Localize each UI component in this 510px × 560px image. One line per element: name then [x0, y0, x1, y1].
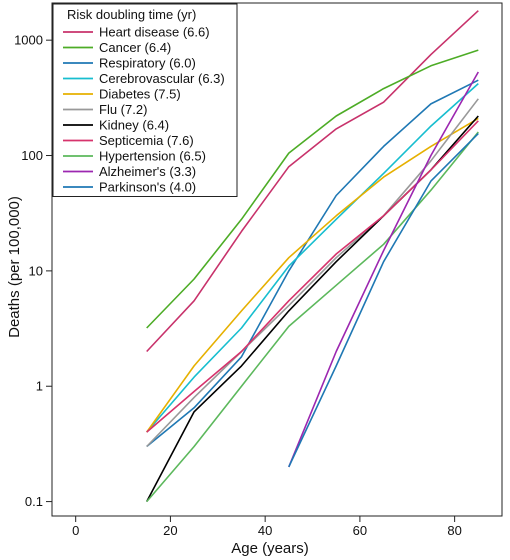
- legend-entry: Cancer (6.4): [99, 40, 171, 55]
- series-line-septicemia-7-6: [146, 120, 479, 433]
- series-layer: [145, 10, 479, 503]
- y-axis-label: Deaths (per 100,000): [6, 196, 23, 338]
- series-line-cerebrovascular-6-3: [146, 83, 479, 433]
- series-line-cancer-6-4: [146, 49, 479, 329]
- series-line-heart-disease-6-6: [146, 10, 479, 353]
- x-tick-label: 40: [258, 523, 272, 538]
- y-tick-label: 10: [29, 263, 43, 278]
- legend-entry: Heart disease (6.6): [99, 25, 210, 40]
- axes: 0 20 40 60 80 0.1 1 10 100 1000: [14, 2, 503, 538]
- legend-entry: Flu (7.2): [99, 102, 147, 117]
- y-tick-label: 0.1: [25, 494, 43, 509]
- legend-entry: Alzheimer's (3.3): [99, 164, 196, 179]
- legend-entry: Septicemia (7.6): [99, 133, 194, 148]
- x-tick-label: 0: [72, 523, 79, 538]
- legend-entry: Diabetes (7.5): [99, 87, 181, 102]
- plot-frame: [51, 2, 503, 517]
- x-tick-label: 80: [447, 523, 461, 538]
- y-tick-label: 1000: [14, 33, 43, 48]
- legend-entry: Parkinson's (4.0): [99, 180, 196, 195]
- y-tick-label: 100: [21, 148, 43, 163]
- legend-box: [52, 3, 238, 197]
- legend: Risk doubling time (yr) Heart disease (6.…: [52, 3, 238, 197]
- x-axis-label: Age (years): [231, 540, 309, 557]
- series-line-parkinson-s-4-0: [288, 133, 479, 468]
- series-line-respiratory-6-0: [146, 79, 479, 448]
- series-line-diabetes-7-5: [146, 117, 479, 433]
- y-tick-label: 1: [36, 379, 43, 394]
- legend-entry: Cerebrovascular (6.3): [99, 71, 225, 86]
- x-tick-label: 20: [163, 523, 177, 538]
- legend-entry: Respiratory (6.0): [99, 56, 196, 71]
- legend-title: Risk doubling time (yr): [67, 7, 196, 22]
- legend-entry: Hypertension (6.5): [99, 149, 206, 164]
- x-tick-label: 60: [353, 523, 367, 538]
- series-line-alzheimer-s-3-3: [288, 71, 479, 468]
- series-line-hypertension-6-5: [146, 131, 479, 503]
- legend-entry: Kidney (6.4): [99, 118, 169, 133]
